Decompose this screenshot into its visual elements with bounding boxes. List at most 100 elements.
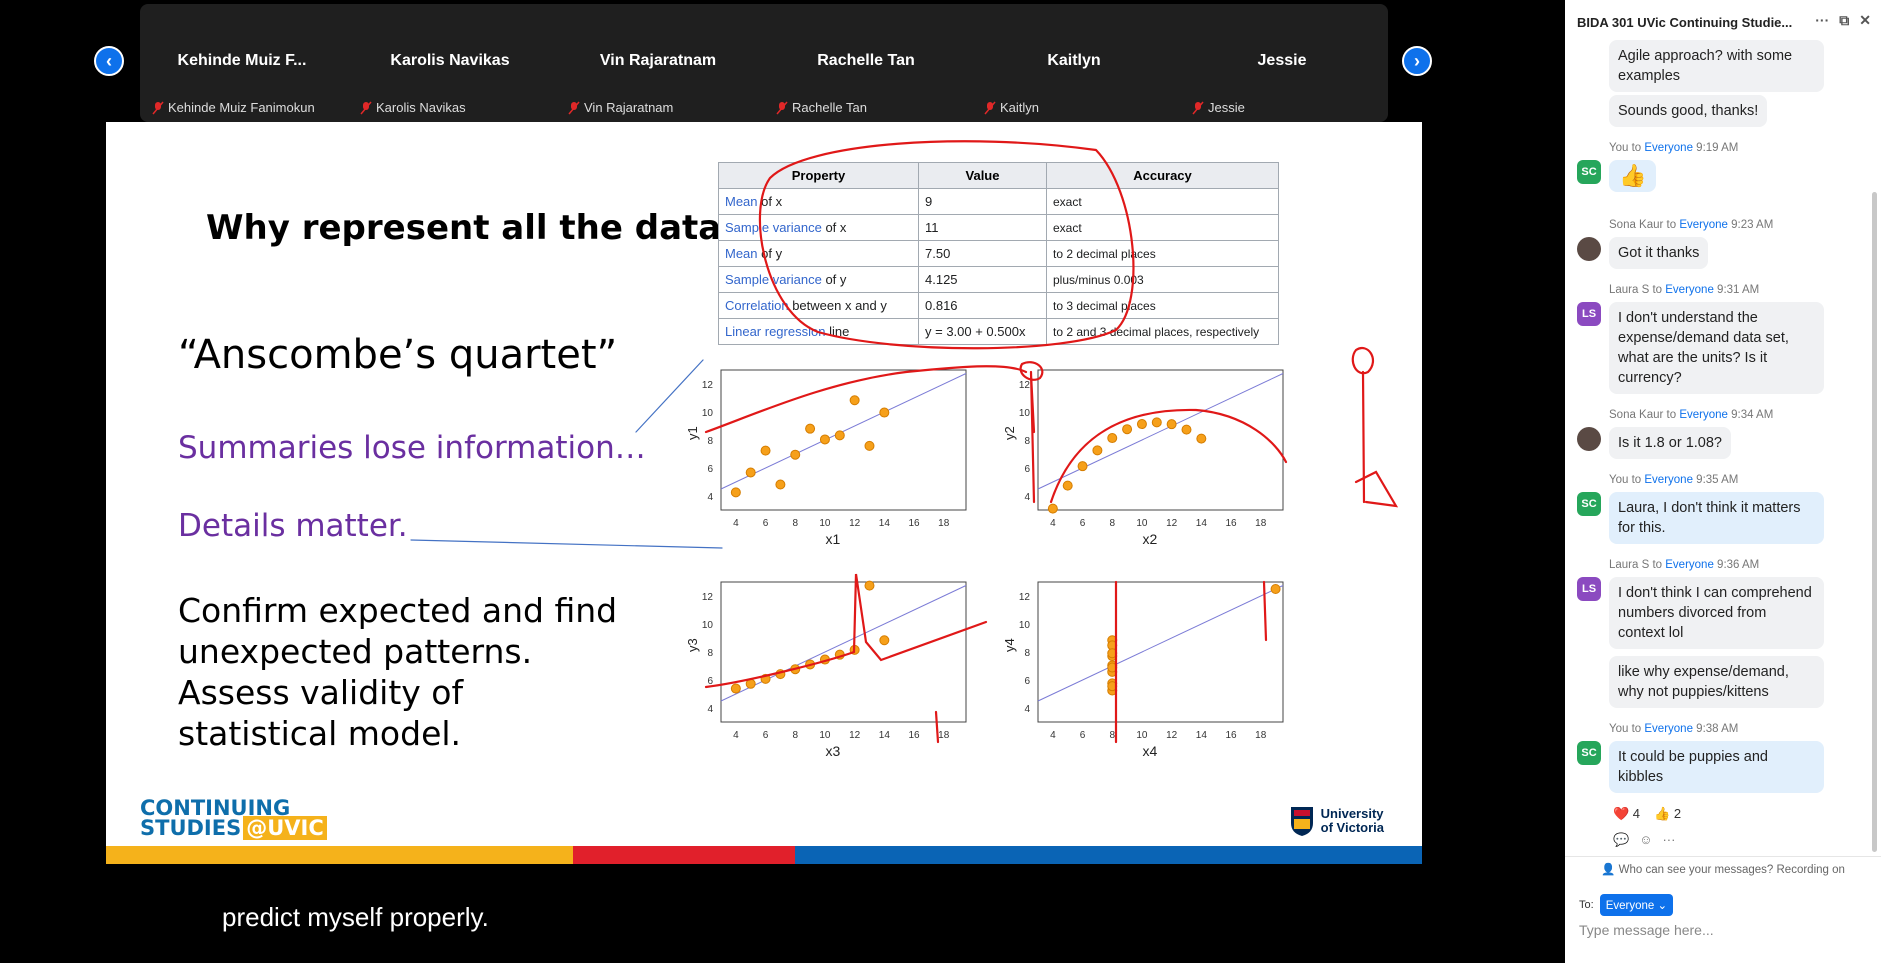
x-tick-label: 16 xyxy=(908,730,920,741)
annotation-stroke xyxy=(1351,347,1374,504)
message-meta: You to Everyone 9:38 AM xyxy=(1609,723,1739,735)
popout-icon[interactable]: ⧉ xyxy=(1839,12,1850,28)
x-tick-label: 6 xyxy=(1080,518,1086,529)
y-tick-label: 6 xyxy=(707,464,713,475)
chat-panel: BIDA 301 UVic Continuing Studie... ··· ⧉… xyxy=(1565,0,1881,963)
annotation-stroke xyxy=(1354,470,1399,508)
participant-tile[interactable]: Vin Rajaratnam Vin Rajaratnam xyxy=(558,4,758,122)
avatar: SC xyxy=(1577,492,1601,516)
plot-frame xyxy=(720,369,967,511)
accuracy-cell: exact xyxy=(1046,188,1279,215)
data-point xyxy=(1270,584,1281,594)
more-icon[interactable]: ··· xyxy=(1815,12,1830,28)
data-point xyxy=(775,479,786,490)
uvic-crest-icon xyxy=(1290,807,1313,836)
data-point xyxy=(1047,503,1058,514)
data-point xyxy=(819,654,830,665)
x-axis-label: x3 xyxy=(826,743,841,759)
message-input[interactable] xyxy=(1579,922,1869,938)
value-cell: 9 xyxy=(918,188,1047,215)
data-point xyxy=(1107,678,1118,689)
recipient-dropdown[interactable]: Everyone ⌄ xyxy=(1599,894,1674,916)
data-point xyxy=(1166,419,1177,430)
data-point xyxy=(1107,635,1118,646)
chat-header: BIDA 301 UVic Continuing Studie... ··· ⧉… xyxy=(1565,0,1881,44)
data-point xyxy=(805,659,816,670)
participant-label: Kehinde Muiz Fanimokun xyxy=(152,100,315,115)
chat-messages[interactable]: Agile approach? with some examples Sound… xyxy=(1565,40,1881,858)
chat-message: Sounds good, thanks! xyxy=(1609,95,1768,127)
message-meta: Laura S to Everyone 9:31 AM xyxy=(1609,284,1760,296)
y-tick-label: 12 xyxy=(702,592,714,603)
y-tick-label: 12 xyxy=(1019,592,1031,603)
to-label: To: xyxy=(1579,899,1594,911)
data-point xyxy=(1122,424,1133,435)
data-point xyxy=(1181,424,1192,435)
participant-tile[interactable]: Rachelle Tan Rachelle Tan xyxy=(766,4,966,122)
slide-quote: “Anscombe’s quartet” xyxy=(178,332,618,378)
chevron-right-icon[interactable]: › xyxy=(1402,46,1432,76)
data-point xyxy=(1107,685,1118,696)
message-meta: Sona Kaur to Everyone 9:34 AM xyxy=(1609,409,1774,421)
data-point xyxy=(834,430,845,441)
x-tick-label: 16 xyxy=(1225,518,1237,529)
data-point xyxy=(1062,480,1073,491)
annotation-stroke xyxy=(410,539,723,549)
data-point xyxy=(1136,419,1147,430)
y-tick-label: 10 xyxy=(702,620,714,631)
y-tick-label: 10 xyxy=(1019,620,1031,631)
annotation-stroke xyxy=(1019,361,1044,381)
regression-line xyxy=(1037,585,1284,702)
table-row: Correlation between x and y 0.816 to 3 dec… xyxy=(718,292,1279,319)
data-point xyxy=(790,664,801,675)
reply-icon[interactable]: 💬 xyxy=(1613,832,1630,847)
close-icon[interactable]: ✕ xyxy=(1859,12,1871,28)
participant-label: Jessie xyxy=(1192,100,1245,115)
point-summaries: Summaries lose information… xyxy=(178,430,646,466)
participant-tile[interactable]: Kaitlyn Kaitlyn xyxy=(974,4,1174,122)
participant-tile[interactable]: Jessie Jessie xyxy=(1182,4,1382,122)
property-cell: Sample variance of y xyxy=(718,266,919,293)
x-tick-label: 4 xyxy=(733,518,739,529)
continuing-studies-logo: CONTINUING STUDIES @UVIC xyxy=(140,798,327,840)
x-tick-label: 12 xyxy=(849,518,861,529)
annotation-stroke xyxy=(934,580,1268,744)
recipient-row: To: Everyone ⌄ xyxy=(1579,894,1674,916)
participant-name: Jessie xyxy=(1257,52,1307,69)
y-tick-label: 10 xyxy=(702,408,714,419)
y-tick-label: 8 xyxy=(1024,436,1030,447)
chat-scrollbar[interactable] xyxy=(1872,192,1877,852)
x-tick-label: 8 xyxy=(1109,518,1115,529)
chevron-left-icon[interactable]: ‹ xyxy=(94,46,124,76)
live-caption: predict myself properly. xyxy=(222,902,489,932)
chat-message: I don't understand the expense/demand da… xyxy=(1609,302,1824,394)
x-tick-label: 12 xyxy=(1166,730,1178,741)
mic-muted-icon xyxy=(152,101,164,114)
y-axis-label: y2 xyxy=(1002,426,1017,440)
emoji-icon[interactable]: ☺ xyxy=(1639,832,1653,847)
uvic-line2: of Victoria xyxy=(1320,820,1384,835)
participant-label: Kaitlyn xyxy=(984,100,1039,115)
mic-muted-icon xyxy=(984,101,996,114)
more-icon[interactable]: ··· xyxy=(1662,832,1676,847)
reaction-thumbs[interactable]: 👍 2 xyxy=(1654,806,1682,821)
x-tick-label: 12 xyxy=(849,730,861,741)
property-cell: Mean of y xyxy=(718,240,919,267)
data-point xyxy=(1107,640,1118,651)
data-point xyxy=(864,580,875,591)
data-point xyxy=(834,649,845,660)
message-meta: Sona Kaur to Everyone 9:23 AM xyxy=(1609,219,1774,231)
privacy-notice[interactable]: 👤 Who can see your messages? Recording o… xyxy=(1565,856,1881,876)
data-point xyxy=(1107,651,1118,662)
reaction-heart[interactable]: ❤️ 4 xyxy=(1613,806,1641,821)
participant-tile[interactable]: Karolis Navikas Karolis Navikas xyxy=(350,4,550,122)
y-tick-label: 4 xyxy=(707,704,713,715)
annotation-stroke xyxy=(704,365,1036,504)
avatar xyxy=(1577,427,1601,451)
avatar xyxy=(1577,237,1601,261)
accuracy-cell: to 2 and 3 decimal places, respectively xyxy=(1046,318,1279,345)
participant-tile[interactable]: Kehinde Muiz F... Kehinde Muiz Fanimokun xyxy=(142,4,342,122)
chat-message: Got it thanks xyxy=(1609,237,1709,269)
slide-body: Confirm expected and find unexpected pat… xyxy=(178,591,618,753)
regression-line xyxy=(720,373,967,490)
